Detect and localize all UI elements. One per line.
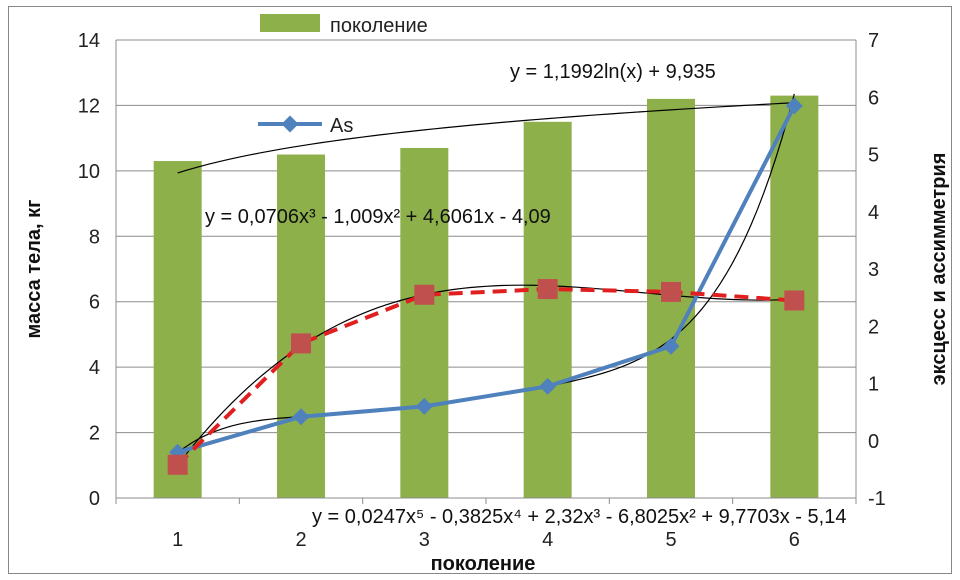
series-as-point-3	[415, 397, 433, 415]
x-tick-label-1: 1	[172, 529, 183, 551]
x-tick-label-2: 2	[295, 529, 306, 551]
trendlines	[177, 93, 795, 466]
series-as-point-6	[785, 97, 803, 115]
legend-as-label: As	[330, 115, 353, 137]
x-tick-label-4: 4	[542, 529, 553, 551]
axes	[115, 40, 857, 504]
y-axis-title: масса тела, кг	[23, 199, 45, 338]
line-series	[167, 97, 805, 475]
gridlines	[116, 39, 856, 499]
legend-bar-label: поколение	[330, 15, 428, 37]
trendline-poly5	[177, 93, 795, 454]
legend-as-marker	[281, 115, 299, 133]
series-dashed-point-6	[784, 290, 805, 311]
y-tick-label-14: 14	[78, 30, 100, 52]
y2-tick-label-0: 0	[868, 431, 879, 453]
series-as-line	[177, 104, 797, 455]
y2-tick-label-7: 7	[868, 30, 879, 52]
y2-tick-label-4: 4	[868, 202, 879, 224]
bar-4	[523, 121, 572, 499]
x-tick-label-5: 5	[665, 529, 676, 551]
y2-tick-label-2: 2	[868, 316, 879, 338]
y2-tick-label--1: -1	[868, 488, 886, 510]
x-tick-label-6: 6	[789, 529, 800, 551]
series-dashed-line	[176, 287, 795, 467]
y2-tick-label-6: 6	[868, 87, 879, 109]
x-axis-title: поколение	[431, 553, 536, 575]
y2-tick-label-5: 5	[868, 145, 879, 167]
series-as-point-4	[539, 377, 557, 395]
equation-log: y = 1,1992ln(x) + 9,935	[510, 61, 716, 83]
series-dashed-point-5	[661, 281, 681, 302]
legend-bar-swatch	[260, 14, 320, 32]
y-tick-label-4: 4	[89, 357, 100, 379]
bar-2	[277, 154, 325, 498]
y-tick-label-8: 8	[89, 226, 100, 248]
y-tick-label-0: 0	[89, 488, 100, 510]
y-tick-label-10: 10	[78, 161, 100, 183]
equation-poly5: y = 0,0247x⁵ - 0,3825x⁴ + 2,32x³ - 6,802…	[312, 506, 846, 528]
series-as-point-5	[662, 337, 680, 355]
y2-tick-label-3: 3	[868, 259, 879, 281]
series-dashed-point-2	[291, 333, 311, 354]
series-dashed-point-1	[167, 454, 188, 475]
y2-tick-label-1: 1	[868, 374, 879, 396]
equation-poly3: y = 0,0706x³ - 1,009x² + 4,6061x - 4,09	[205, 206, 551, 228]
series-as-point-2	[292, 408, 310, 426]
y2-axis-title: эксцесс и ассимметрия	[928, 153, 950, 386]
y-tick-label-6: 6	[89, 292, 100, 314]
bar-3	[400, 147, 449, 498]
series-dashed-point-3	[414, 284, 435, 305]
trendline-log	[177, 102, 795, 174]
trendline-poly3	[177, 284, 795, 466]
y-tick-label-12: 12	[78, 95, 100, 117]
series-dashed-point-4	[537, 279, 558, 300]
y-tick-label-2: 2	[89, 423, 100, 445]
x-tick-label-3: 3	[419, 529, 430, 551]
